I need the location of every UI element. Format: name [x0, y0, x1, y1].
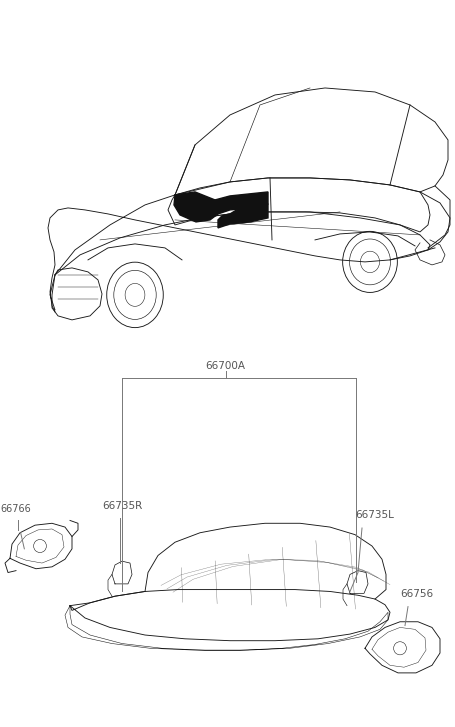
Polygon shape [174, 192, 217, 222]
Polygon shape [214, 192, 268, 214]
Text: 66735R: 66735R [102, 501, 142, 511]
Text: 66735L: 66735L [354, 510, 393, 521]
Text: 66756: 66756 [399, 589, 432, 599]
Text: 66766: 66766 [0, 504, 30, 514]
Text: 66700A: 66700A [205, 361, 245, 371]
Polygon shape [217, 204, 268, 228]
